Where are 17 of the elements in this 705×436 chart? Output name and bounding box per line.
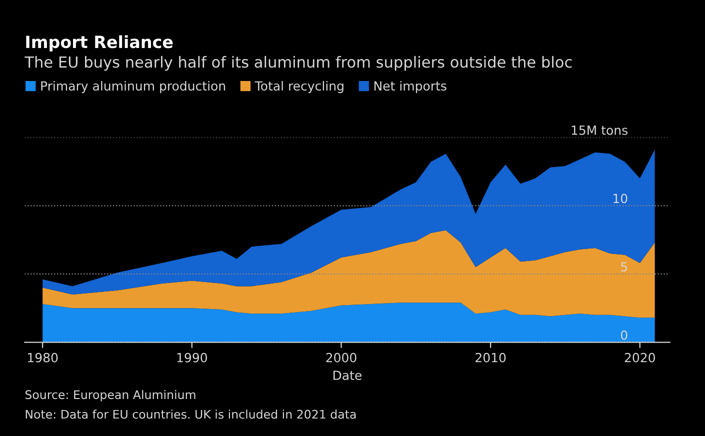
legend-label: Total recycling bbox=[254, 80, 344, 94]
x-tick-label: 1980 bbox=[28, 352, 58, 362]
y-tick-label: 0 bbox=[620, 330, 628, 340]
y-tick-label: 15M tons bbox=[572, 126, 628, 135]
x-tick-label: 2020 bbox=[624, 352, 655, 362]
y-tick-label: 5 bbox=[621, 262, 627, 272]
legend-label: Net imports bbox=[374, 80, 446, 94]
x-tick-label: 2000 bbox=[326, 352, 356, 362]
x-axis-title: Date bbox=[334, 370, 362, 380]
y-tick-label: 10 bbox=[614, 194, 628, 204]
text: Note: Data for EU countries. UK is included in 2021 data bbox=[26, 410, 356, 419]
x-tick-label: 2010 bbox=[476, 352, 506, 362]
chart-title: Import Reliance bbox=[26, 35, 173, 52]
source-note: Source: European Aluminium bbox=[25, 390, 196, 402]
x-tick-label: 1990 bbox=[177, 352, 207, 362]
chart-subtitle: The EU buys nearly half of its aluminum from suppliers outside the bloc bbox=[24, 56, 572, 71]
legend-label: Primary aluminum production bbox=[41, 80, 226, 94]
